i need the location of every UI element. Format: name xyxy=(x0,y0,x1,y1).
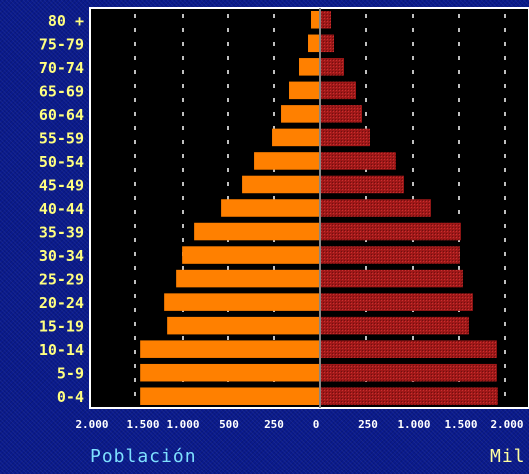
bar-left-30-34 xyxy=(182,246,320,264)
category-label-50-54: 50-54 xyxy=(39,153,84,171)
bar-right-35-39 xyxy=(320,222,461,241)
bar-right-50-54 xyxy=(320,152,396,170)
x-tick-label-7: 1.000 xyxy=(397,418,430,431)
category-label-20-24: 20-24 xyxy=(39,294,84,312)
category-label-40-44: 40-44 xyxy=(39,200,84,218)
bar-left-20-24 xyxy=(164,293,320,311)
bar-right-65-69 xyxy=(320,81,356,100)
category-label-70-74: 70-74 xyxy=(39,59,84,77)
x-tick-label-3: 500 xyxy=(219,418,239,431)
bar-left-70-74 xyxy=(299,58,320,76)
bar-right-70-74 xyxy=(320,58,344,76)
category-label-15-19: 15-19 xyxy=(39,318,84,336)
category-label-25-29: 25-29 xyxy=(39,271,84,289)
bar-left-40-44 xyxy=(221,199,320,217)
bar-left-10-14 xyxy=(140,340,320,358)
bar-right-20-24 xyxy=(320,293,473,311)
category-label-10-14: 10-14 xyxy=(39,341,84,359)
bar-left-80 + xyxy=(311,11,320,29)
x-tick-label-2: 1.000 xyxy=(166,418,199,431)
category-label-45-49: 45-49 xyxy=(39,176,84,194)
category-label-60-64: 60-64 xyxy=(39,106,84,124)
category-label-75-79: 75-79 xyxy=(39,35,84,53)
x-tick-label-4: 250 xyxy=(264,418,284,431)
category-label-5-9: 5-9 xyxy=(57,365,84,383)
footer-right-label: Mil xyxy=(490,446,526,467)
x-tick-label-8: 1.500 xyxy=(444,418,477,431)
bar-left-25-29 xyxy=(176,269,320,288)
bar-right-75-79 xyxy=(320,34,334,53)
bar-left-60-64 xyxy=(281,105,320,123)
category-label-65-69: 65-69 xyxy=(39,82,84,100)
footer-left-label: Población xyxy=(90,446,197,467)
bar-right-5-9 xyxy=(320,363,497,382)
bar-right-80 + xyxy=(320,11,331,29)
bar-right-15-19 xyxy=(320,316,469,335)
x-tick-label-0: 2.000 xyxy=(75,418,108,431)
bar-right-0-4 xyxy=(320,387,498,405)
x-tick-label-1: 1.500 xyxy=(126,418,159,431)
bar-left-65-69 xyxy=(289,81,320,100)
bar-left-50-54 xyxy=(254,152,320,170)
bar-right-45-49 xyxy=(320,175,404,194)
category-label-35-39: 35-39 xyxy=(39,224,84,242)
bar-right-30-34 xyxy=(320,246,460,264)
category-label-0-4: 0-4 xyxy=(57,388,84,406)
x-tick-label-6: 250 xyxy=(358,418,378,431)
bar-right-10-14 xyxy=(320,340,497,358)
category-label-30-34: 30-34 xyxy=(39,247,84,265)
bar-left-5-9 xyxy=(140,363,320,382)
category-label-80 +: 80 + xyxy=(48,12,84,30)
bar-left-35-39 xyxy=(194,222,320,241)
bar-left-15-19 xyxy=(167,316,320,335)
x-tick-label-9: 2.000 xyxy=(490,418,523,431)
bar-left-55-59 xyxy=(272,128,320,147)
bar-left-45-49 xyxy=(242,175,320,194)
bar-right-40-44 xyxy=(320,199,431,217)
x-tick-label-5: 0 xyxy=(313,418,320,431)
bar-left-0-4 xyxy=(140,387,320,405)
category-label-55-59: 55-59 xyxy=(39,129,84,147)
bar-right-60-64 xyxy=(320,105,362,123)
bar-right-55-59 xyxy=(320,128,370,147)
bar-right-25-29 xyxy=(320,269,463,288)
bar-left-75-79 xyxy=(308,34,320,53)
